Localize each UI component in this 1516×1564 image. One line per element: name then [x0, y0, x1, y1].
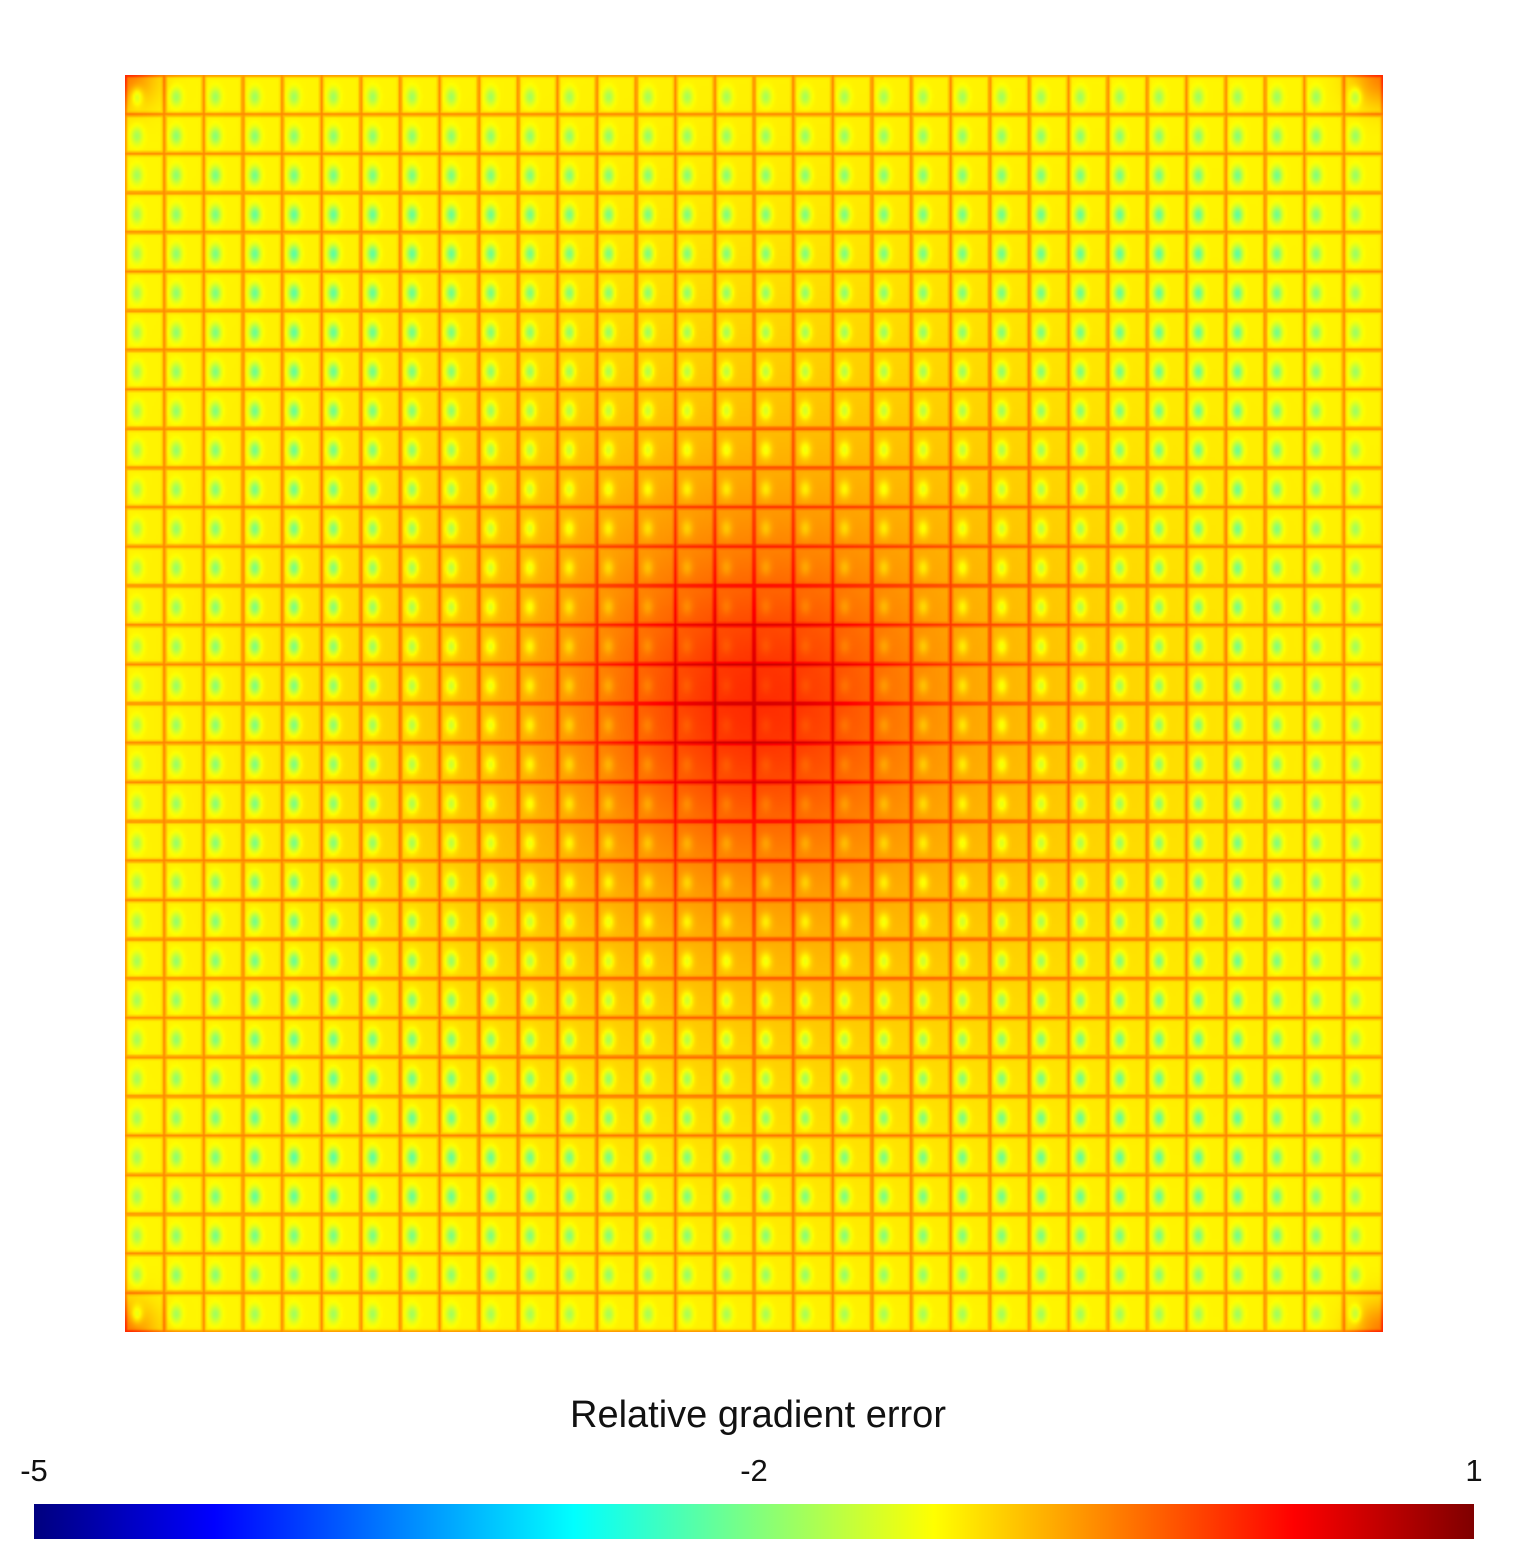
colorbar-tick-label-max: 1	[1465, 1453, 1483, 1488]
colorbar-tick-label-mid: -2	[740, 1453, 768, 1488]
colorbar-tick-label-min: -5	[20, 1453, 48, 1488]
colorbar-title: Relative gradient error	[570, 1394, 946, 1436]
colorbar	[34, 1504, 1474, 1539]
heatmap-image	[125, 75, 1383, 1332]
colorbar-gradient	[34, 1504, 1474, 1539]
heatmap-plot	[125, 75, 1383, 1332]
